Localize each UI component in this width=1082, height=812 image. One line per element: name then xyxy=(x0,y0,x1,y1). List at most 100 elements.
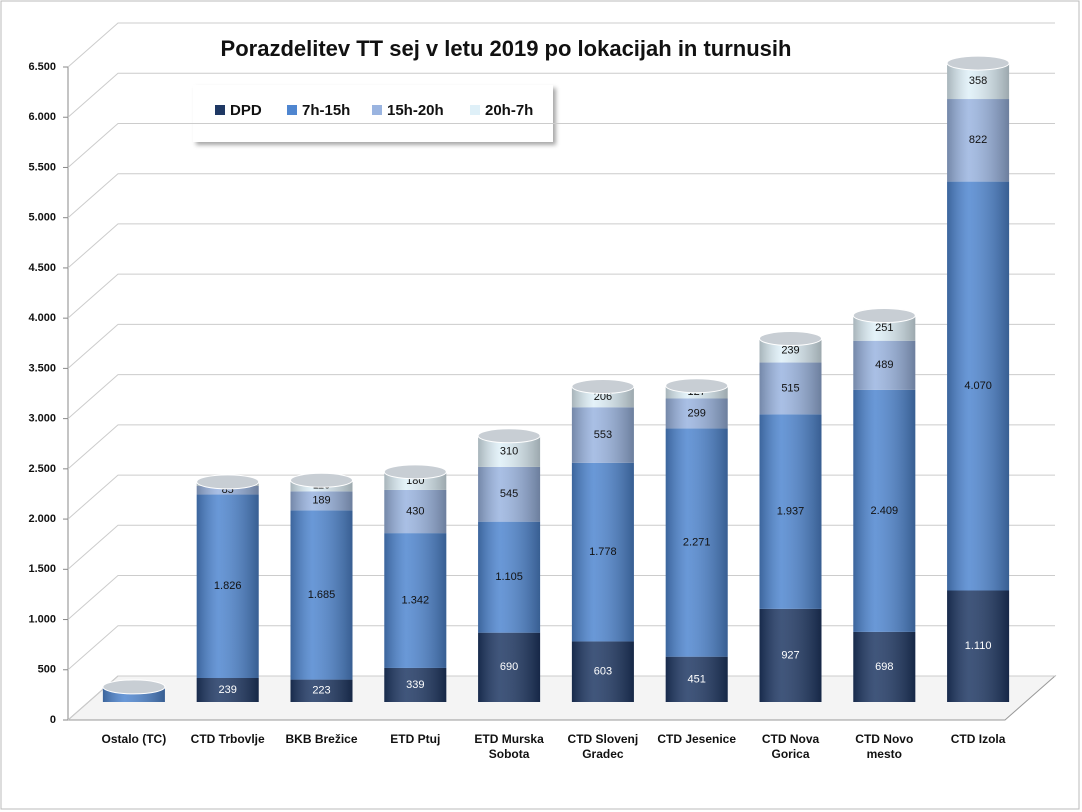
value-label: 1.105 xyxy=(495,571,523,583)
y-tick-label: 1.500 xyxy=(28,563,56,575)
grid-line xyxy=(67,374,1055,419)
grid-line xyxy=(67,424,1055,470)
value-label: 515 xyxy=(781,382,799,394)
bar-cap xyxy=(383,464,447,480)
y-tick-label: 4.500 xyxy=(28,262,56,274)
y-tick-label: 2.000 xyxy=(28,513,56,525)
x-tick-label: CTD Nova Gorica xyxy=(761,732,820,761)
bar-cap xyxy=(196,474,260,490)
y-tick-label: 1.000 xyxy=(28,613,56,625)
bar-shade xyxy=(665,656,728,702)
grid-line xyxy=(67,173,1055,219)
grid-line xyxy=(67,575,1055,620)
bar-shade xyxy=(759,414,822,609)
bar-shade xyxy=(853,631,916,702)
x-tick-label: CTD Trbovlje xyxy=(190,732,265,746)
value-label: 690 xyxy=(500,661,518,673)
y-tick-label: 5.000 xyxy=(28,212,56,224)
y-tick-label: 6.000 xyxy=(28,111,56,123)
value-label: 698 xyxy=(875,661,893,673)
bar-shade xyxy=(571,407,634,463)
bar-shade xyxy=(384,489,447,534)
grid-line xyxy=(67,524,1055,570)
bar-shade xyxy=(665,398,728,429)
bar-shade xyxy=(665,428,728,657)
value-label: 339 xyxy=(406,679,424,691)
value-label: 223 xyxy=(312,685,330,697)
bar-shade xyxy=(478,521,541,633)
value-label: 251 xyxy=(875,322,893,334)
value-label: 4.070 xyxy=(964,380,992,392)
bar-shade xyxy=(290,510,353,680)
bar-shade xyxy=(947,181,1010,591)
value-label: 927 xyxy=(781,649,799,661)
bar-shade xyxy=(478,466,541,522)
bar-shade xyxy=(853,340,916,390)
value-label: 1.937 xyxy=(777,505,805,517)
value-label: 430 xyxy=(406,505,424,517)
value-label: 239 xyxy=(781,344,799,356)
bar-shade xyxy=(290,679,353,702)
bar-shade xyxy=(759,362,822,415)
grid-line xyxy=(67,273,1055,319)
value-label: 553 xyxy=(594,429,612,441)
value-label: 1.685 xyxy=(308,589,336,601)
bar-cap xyxy=(665,378,729,394)
bar-shade xyxy=(853,389,916,632)
value-label: 299 xyxy=(688,407,706,419)
bar-shade xyxy=(947,99,1010,182)
bar-shade xyxy=(196,494,259,678)
bar-shade xyxy=(384,667,447,702)
bar-shade xyxy=(759,608,822,702)
y-tick-label: 2.500 xyxy=(28,463,56,475)
value-label: 1.778 xyxy=(589,546,617,558)
bar-shade xyxy=(571,641,634,702)
value-label: 310 xyxy=(500,445,518,457)
y-tick-label: 6.500 xyxy=(28,61,56,73)
bar-cap xyxy=(759,331,822,347)
value-label: 451 xyxy=(688,673,706,685)
bar-shade xyxy=(196,677,259,702)
bar-shade xyxy=(478,632,541,702)
x-tick-label: Ostalo (TC) xyxy=(101,732,167,746)
bar-shade xyxy=(947,590,1010,702)
value-label: 358 xyxy=(969,75,987,87)
value-label: 239 xyxy=(219,684,237,696)
x-tick-label: CTD Jesenice xyxy=(657,732,737,746)
grid-line xyxy=(67,625,1055,671)
grid-line xyxy=(67,223,1055,269)
value-label: 603 xyxy=(594,666,612,678)
value-label: 822 xyxy=(969,134,987,146)
y-tick-label: 4.000 xyxy=(28,312,56,324)
x-tick-label: CTD Novo mesto xyxy=(855,732,914,761)
value-label: 1.342 xyxy=(402,594,430,606)
bar-cap xyxy=(477,428,541,444)
x-tick-label: BKB Brežice xyxy=(285,732,358,746)
x-tick-label: CTD Slovenj Gradec xyxy=(567,732,639,761)
bar-shade xyxy=(290,491,353,511)
bar-cap xyxy=(102,679,166,695)
grid-line xyxy=(67,72,1055,118)
bar-shade xyxy=(196,486,259,495)
grid-line xyxy=(67,323,1055,369)
y-tick-label: 5.500 xyxy=(28,161,56,173)
y-tick-label: 3.000 xyxy=(28,413,56,425)
legend-swatch xyxy=(215,105,225,115)
legend-swatch xyxy=(470,105,480,115)
grid-line xyxy=(67,675,1055,721)
y-tick-label: 0 xyxy=(50,714,56,726)
value-label: 1.826 xyxy=(214,580,242,592)
grid-line xyxy=(67,474,1055,520)
x-tick-label: ETD Ptuj xyxy=(390,732,441,746)
bar-cap xyxy=(571,379,635,395)
x-tick-label: CTD Izola xyxy=(950,732,1006,746)
legend-label: 7h-15h xyxy=(302,102,350,119)
value-label: 545 xyxy=(500,488,518,500)
bar-shade xyxy=(571,462,634,642)
legend-swatch xyxy=(287,105,297,115)
x-tick-label: ETD Murska Sobota xyxy=(474,732,544,761)
legend-label: 15h-20h xyxy=(387,102,444,119)
value-label: 489 xyxy=(875,359,893,371)
